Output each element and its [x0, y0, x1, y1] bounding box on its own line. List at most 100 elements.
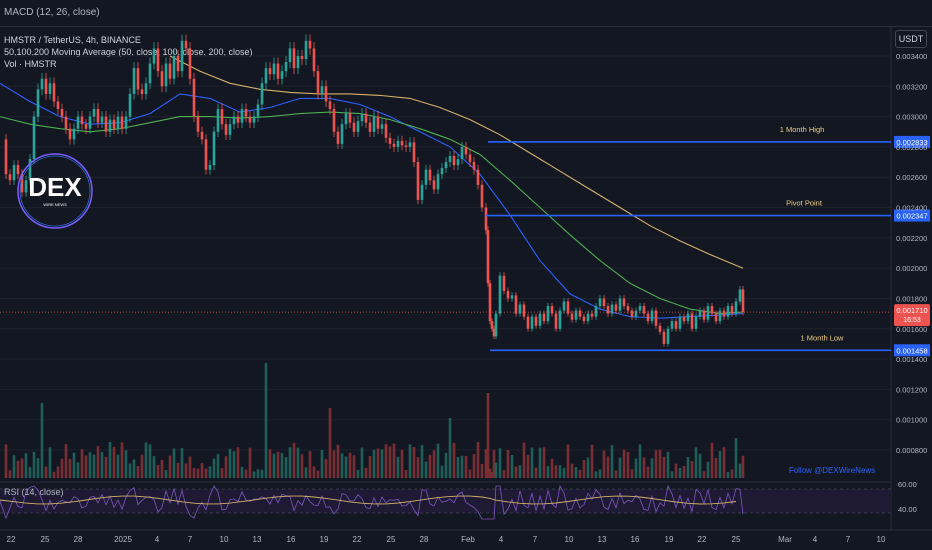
- x-tick-label: 13: [598, 535, 607, 544]
- candle-body: [120, 116, 124, 129]
- x-tick-label: 4: [813, 535, 818, 544]
- candle-body: [610, 304, 614, 314]
- volume-bar: [452, 442, 456, 478]
- volume-bar: [164, 470, 168, 478]
- y-tick-label: 0.002000: [896, 264, 927, 273]
- currency-button[interactable]: USDT: [895, 30, 927, 48]
- level-price-tag: [894, 344, 930, 357]
- candle-body: [316, 71, 320, 94]
- candle-body: [304, 40, 308, 60]
- volume-bar: [68, 458, 72, 478]
- volume-bar: [534, 467, 538, 478]
- candle-body: [176, 56, 180, 72]
- macd-label[interactable]: MACD (12, 26, close): [4, 7, 100, 18]
- candle-body: [320, 86, 324, 94]
- volume-bar: [396, 456, 400, 478]
- candle-body: [448, 156, 452, 163]
- candle-body: [100, 116, 104, 123]
- volume-bar: [204, 468, 208, 478]
- moving-averages: [0, 55, 744, 319]
- candle-body: [28, 159, 32, 181]
- candle-body: [128, 93, 132, 117]
- candle-body: [420, 184, 424, 200]
- candle-body: [116, 116, 120, 129]
- level-price-label: 0.001458: [896, 346, 927, 355]
- volume-bar: [112, 446, 116, 478]
- volume-bar: [566, 444, 570, 478]
- candle-body: [614, 304, 618, 311]
- volume-bar: [252, 471, 256, 478]
- candle-body: [404, 145, 408, 147]
- volume-bar: [630, 469, 634, 478]
- volume-bar: [332, 450, 336, 478]
- y-tick-label: 0.000800: [896, 446, 927, 455]
- volume-bar: [562, 467, 566, 478]
- volume-bar: [148, 444, 152, 478]
- candle-body: [336, 131, 340, 144]
- volume-bar: [468, 469, 472, 478]
- volume-bar: [388, 446, 392, 478]
- candle-body: [12, 165, 16, 181]
- volume-bar: [558, 465, 562, 478]
- volume-bar: [28, 467, 32, 478]
- volume-bar: [488, 468, 492, 478]
- candle-body: [20, 174, 24, 193]
- candle-body: [56, 101, 60, 110]
- candle-body: [236, 116, 240, 123]
- volume-bar: [184, 463, 188, 478]
- volume-bar: [522, 442, 526, 478]
- candle-body: [526, 316, 530, 329]
- volume-bar: [722, 447, 726, 478]
- candle-body: [104, 116, 108, 132]
- legend-volume[interactable]: Vol · HMSTR: [4, 59, 57, 69]
- candle-body: [436, 174, 440, 190]
- volume-bar: [236, 447, 240, 478]
- volume-bar: [702, 471, 706, 478]
- rsi-label[interactable]: RSI (14, close): [4, 487, 64, 497]
- candle-body: [220, 109, 224, 125]
- volume-bar: [598, 469, 602, 478]
- candle-body: [494, 313, 498, 337]
- volume-bar: [56, 466, 60, 478]
- candle-body: [428, 169, 432, 181]
- candle-body: [646, 313, 650, 322]
- legend-symbol[interactable]: HMSTR / TetherUS, 4h, BINANCE: [4, 35, 141, 45]
- volume-bar: [492, 450, 496, 478]
- volume-bar: [420, 445, 424, 478]
- candle-body: [180, 40, 184, 72]
- candle-body: [682, 316, 686, 322]
- x-tick-label: 10: [220, 535, 229, 544]
- chart-legend: HMSTR / TetherUS, 4h, BINANCE 50,100,200…: [4, 34, 253, 70]
- rsi-pane: 60.00 40.00: [0, 480, 917, 520]
- levels: 1 Month High 0.002833 Pivot Point 0.002347 1…: [486, 125, 930, 357]
- candle-body: [228, 124, 232, 135]
- candle-body: [444, 162, 448, 169]
- candle-body: [264, 68, 268, 84]
- level-price-label: 0.002833: [896, 138, 927, 147]
- volume-bar: [436, 443, 440, 478]
- volume-bar: [256, 469, 260, 478]
- candle-body: [352, 122, 356, 132]
- y-grid: [0, 55, 891, 451]
- x-tick-label: 22: [698, 535, 707, 544]
- volume-bar: [244, 469, 248, 478]
- volume-bar: [80, 449, 84, 478]
- candle-body: [502, 275, 506, 291]
- candle-body: [248, 116, 252, 123]
- volume-bar: [658, 449, 662, 478]
- candle-body: [554, 313, 558, 329]
- candle-body: [686, 313, 690, 322]
- volume-bar: [264, 363, 268, 478]
- candle-body: [140, 89, 144, 94]
- dex-logo: DEX WIRE NEWS: [17, 153, 93, 229]
- candle-body: [654, 310, 658, 326]
- y-tick-label: 0.001600: [896, 325, 927, 334]
- candle-body: [678, 316, 682, 329]
- volume-bar: [108, 442, 112, 478]
- volume-bar: [288, 447, 292, 478]
- volume-bar: [480, 463, 484, 478]
- volume-bar: [152, 456, 156, 478]
- legend-moving-averages[interactable]: 50,100,200 Moving Average (50, close, 10…: [4, 47, 253, 57]
- candle-body: [741, 289, 745, 313]
